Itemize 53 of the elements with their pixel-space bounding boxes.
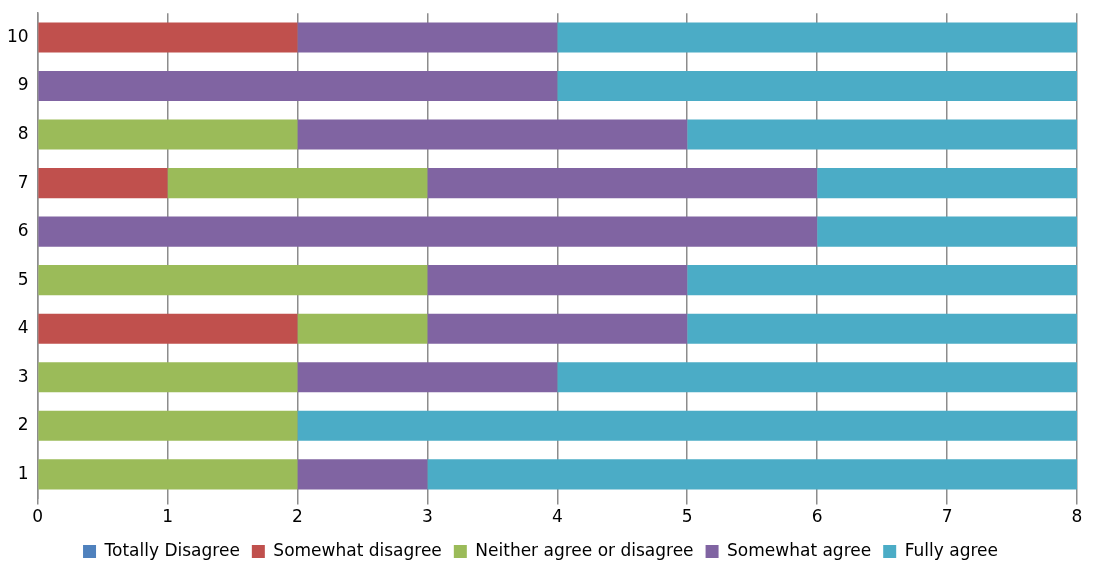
bar xyxy=(38,459,298,490)
y-tick-label: 8 xyxy=(17,122,29,143)
bar xyxy=(297,22,558,53)
bar xyxy=(427,265,688,296)
y-tick-label: 9 xyxy=(17,74,29,95)
x-tick-label: 6 xyxy=(811,506,823,527)
x-tick-label: 5 xyxy=(681,506,693,527)
x-tick-label: 7 xyxy=(941,506,953,527)
bar xyxy=(297,459,428,490)
x-tick-label: 8 xyxy=(1071,506,1083,527)
bar xyxy=(297,313,428,344)
x-tick-label: 4 xyxy=(551,506,563,527)
y-tick-label: 6 xyxy=(17,220,29,241)
bar xyxy=(427,313,688,344)
x-tick-label: 1 xyxy=(162,506,173,527)
legend-label: Somewhat agree xyxy=(727,539,872,560)
bar xyxy=(427,168,818,199)
y-tick-label: 3 xyxy=(17,365,29,386)
y-tick-label: 4 xyxy=(17,317,29,338)
bar xyxy=(167,168,428,199)
y-tick-label: 5 xyxy=(17,268,29,289)
y-tick-label: 1 xyxy=(17,462,29,483)
legend-label: Totally Disagree xyxy=(103,539,240,560)
x-tick-label: 2 xyxy=(292,506,303,527)
x-tick-label: 0 xyxy=(32,506,44,527)
bar xyxy=(557,70,1077,102)
bar xyxy=(297,362,558,393)
legend-label: Neither agree or disagree xyxy=(475,539,694,560)
bar xyxy=(427,459,1077,490)
bar xyxy=(557,362,1077,393)
bar xyxy=(297,119,688,150)
bar xyxy=(38,410,298,441)
bar xyxy=(297,410,1077,441)
y-tick-label: 10 xyxy=(6,25,29,46)
legend-label: Fully agree xyxy=(904,539,998,560)
bar xyxy=(687,265,1077,296)
y-tick-label: 2 xyxy=(17,414,29,435)
bar xyxy=(817,216,1077,247)
bar xyxy=(38,216,818,247)
bar xyxy=(38,22,298,53)
bar xyxy=(38,119,298,150)
bar xyxy=(38,70,558,102)
bar xyxy=(38,265,428,296)
bar xyxy=(38,313,298,344)
legend-label: Somewhat disagree xyxy=(273,539,442,560)
bar xyxy=(38,362,298,393)
bar xyxy=(557,22,1077,53)
y-tick-label: 7 xyxy=(17,171,29,192)
bar xyxy=(38,168,168,199)
bar xyxy=(687,119,1077,150)
x-tick-label: 3 xyxy=(421,506,433,527)
bar xyxy=(817,168,1077,199)
bar xyxy=(687,313,1077,344)
